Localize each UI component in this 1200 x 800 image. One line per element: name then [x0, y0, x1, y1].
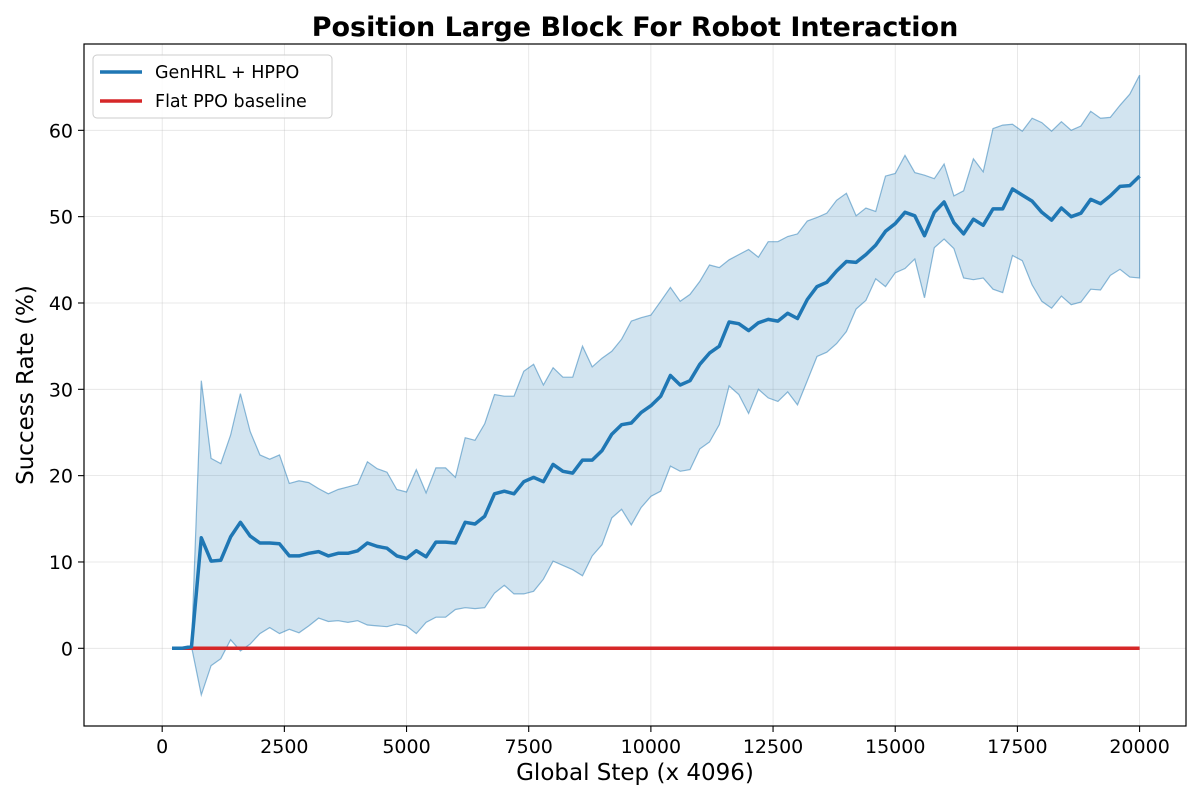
- x-tick-label: 20000: [1109, 736, 1169, 758]
- y-tick-label: 40: [49, 293, 73, 315]
- legend-label-baseline: Flat PPO baseline: [155, 92, 307, 112]
- legend-label-genhrl: GenHRL + HPPO: [155, 63, 299, 83]
- legend: GenHRL + HPPO Flat PPO baseline: [92, 54, 333, 119]
- y-tick-label: 0: [61, 638, 73, 660]
- legend-box: [92, 54, 333, 119]
- x-tick-label: 2500: [260, 736, 308, 758]
- x-tick-label: 17500: [987, 736, 1047, 758]
- x-tick-label: 7500: [505, 736, 553, 758]
- x-tick-label: 12500: [743, 736, 803, 758]
- y-tick-label: 20: [49, 466, 73, 488]
- x-tick-label: 10000: [621, 736, 681, 758]
- plot-frame: [83, 43, 1187, 727]
- y-tick-label: 50: [49, 207, 73, 229]
- x-tick-label: 0: [156, 736, 168, 758]
- genhrl-series-line: [172, 174, 1141, 651]
- chart-title: Position Large Block For Robot Interacti…: [312, 12, 959, 43]
- x-axis-label: Global Step (x 4096): [516, 760, 754, 786]
- y-tick-label: 30: [49, 379, 73, 401]
- axis-ticks: 0 2500 5000 7500 10000 12500 15000 17500 20000 0 1…: [49, 120, 1170, 758]
- y-tick-label: 10: [49, 552, 73, 574]
- y-axis-label: Success Rate (%): [13, 285, 39, 485]
- x-tick-label: 5000: [382, 736, 430, 758]
- x-tick-label: 15000: [865, 736, 925, 758]
- y-tick-label: 60: [49, 120, 73, 142]
